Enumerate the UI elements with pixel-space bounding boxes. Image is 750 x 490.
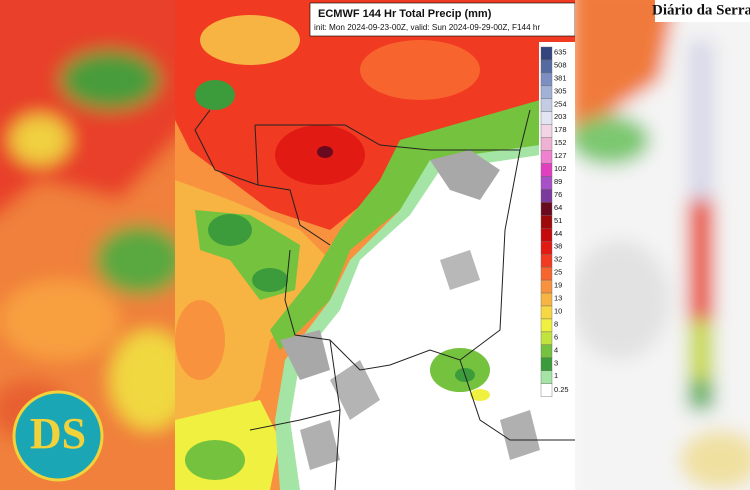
colorbar-label: 32	[554, 255, 562, 264]
colorbar-swatch	[540, 292, 553, 307]
colorbar-label: 508	[554, 60, 567, 69]
colorbar-label: 38	[554, 242, 562, 251]
colorbar-label: 4	[554, 345, 558, 354]
colorbar-label: 178	[554, 125, 567, 134]
colorbar-label: 203	[554, 112, 567, 121]
colorbar-swatch	[540, 370, 553, 384]
colorbar-label: 6	[554, 332, 558, 341]
colorbar-label: 305	[554, 86, 567, 95]
brand-box	[655, 0, 750, 22]
colorbar-swatch	[540, 202, 553, 216]
colorbar-label: 44	[554, 229, 562, 238]
logo-text: DS	[30, 409, 86, 458]
colorbar-swatch	[540, 72, 553, 87]
colorbar-swatch	[540, 344, 553, 359]
colorbar-label: 381	[554, 73, 567, 82]
colorbar-swatch	[540, 383, 553, 397]
colorbar-label: 13	[554, 294, 562, 303]
colorbar-swatch	[540, 59, 553, 74]
colorbar-label: 25	[554, 268, 562, 277]
colorbar-swatch	[540, 318, 553, 333]
map-subtitle: init: Mon 2024-09-23-00Z, valid: Sun 202…	[314, 23, 540, 32]
colorbar-label: 10	[554, 306, 562, 315]
colorbar-label: 0.25	[554, 385, 569, 394]
colorbar-swatch	[540, 357, 553, 371]
colorbar-label: 152	[554, 138, 567, 147]
colorbar-label: 51	[554, 216, 562, 225]
colorbar-label: 102	[554, 164, 567, 173]
colorbar-swatch	[540, 241, 553, 255]
colorbar-swatch	[540, 124, 553, 138]
colorbar-label: 127	[554, 151, 567, 160]
colorbar-label: 19	[554, 281, 562, 290]
colorbar-swatch	[540, 85, 553, 99]
colorbar-swatch	[540, 189, 553, 203]
colorbar-label: 89	[554, 177, 562, 186]
colorbar-label: 8	[554, 319, 558, 328]
colorbar-swatch	[540, 215, 553, 229]
colorbar-swatch	[540, 163, 553, 177]
colorbar-swatch	[540, 228, 553, 242]
colorbar-swatch	[540, 331, 553, 346]
colorbar-swatch	[540, 46, 553, 61]
colorbar: 6355083813052542031781521271028976645144…	[540, 46, 569, 397]
colorbar-swatch	[540, 176, 553, 190]
colorbar-swatch	[540, 279, 553, 294]
colorbar-label: 76	[554, 190, 562, 199]
colorbar-label: 635	[554, 47, 567, 56]
colorbar-swatch	[540, 150, 553, 164]
colorbar-label: 254	[554, 99, 567, 108]
logo-circle	[12, 390, 104, 482]
colorbar-label: 64	[554, 203, 562, 212]
blurred-right	[570, 0, 750, 490]
colorbar-swatch	[540, 266, 553, 281]
map-title: ECMWF 144 Hr Total Precip (mm)	[318, 8, 492, 20]
title-box	[309, 2, 575, 37]
colorbar-swatch	[540, 253, 553, 268]
colorbar-swatch	[540, 305, 553, 320]
colorbar-swatch	[540, 137, 553, 151]
colorbar-swatch	[540, 98, 553, 112]
brand-name: Diário da Serra	[652, 2, 750, 18]
colorbar-label: 3	[554, 358, 558, 367]
precip-map: ECMWF 144 Hr Total Precip (mm) init: Mon…	[175, 0, 575, 490]
colorbar-swatch	[540, 111, 553, 125]
colorbar-label: 1	[554, 371, 558, 380]
